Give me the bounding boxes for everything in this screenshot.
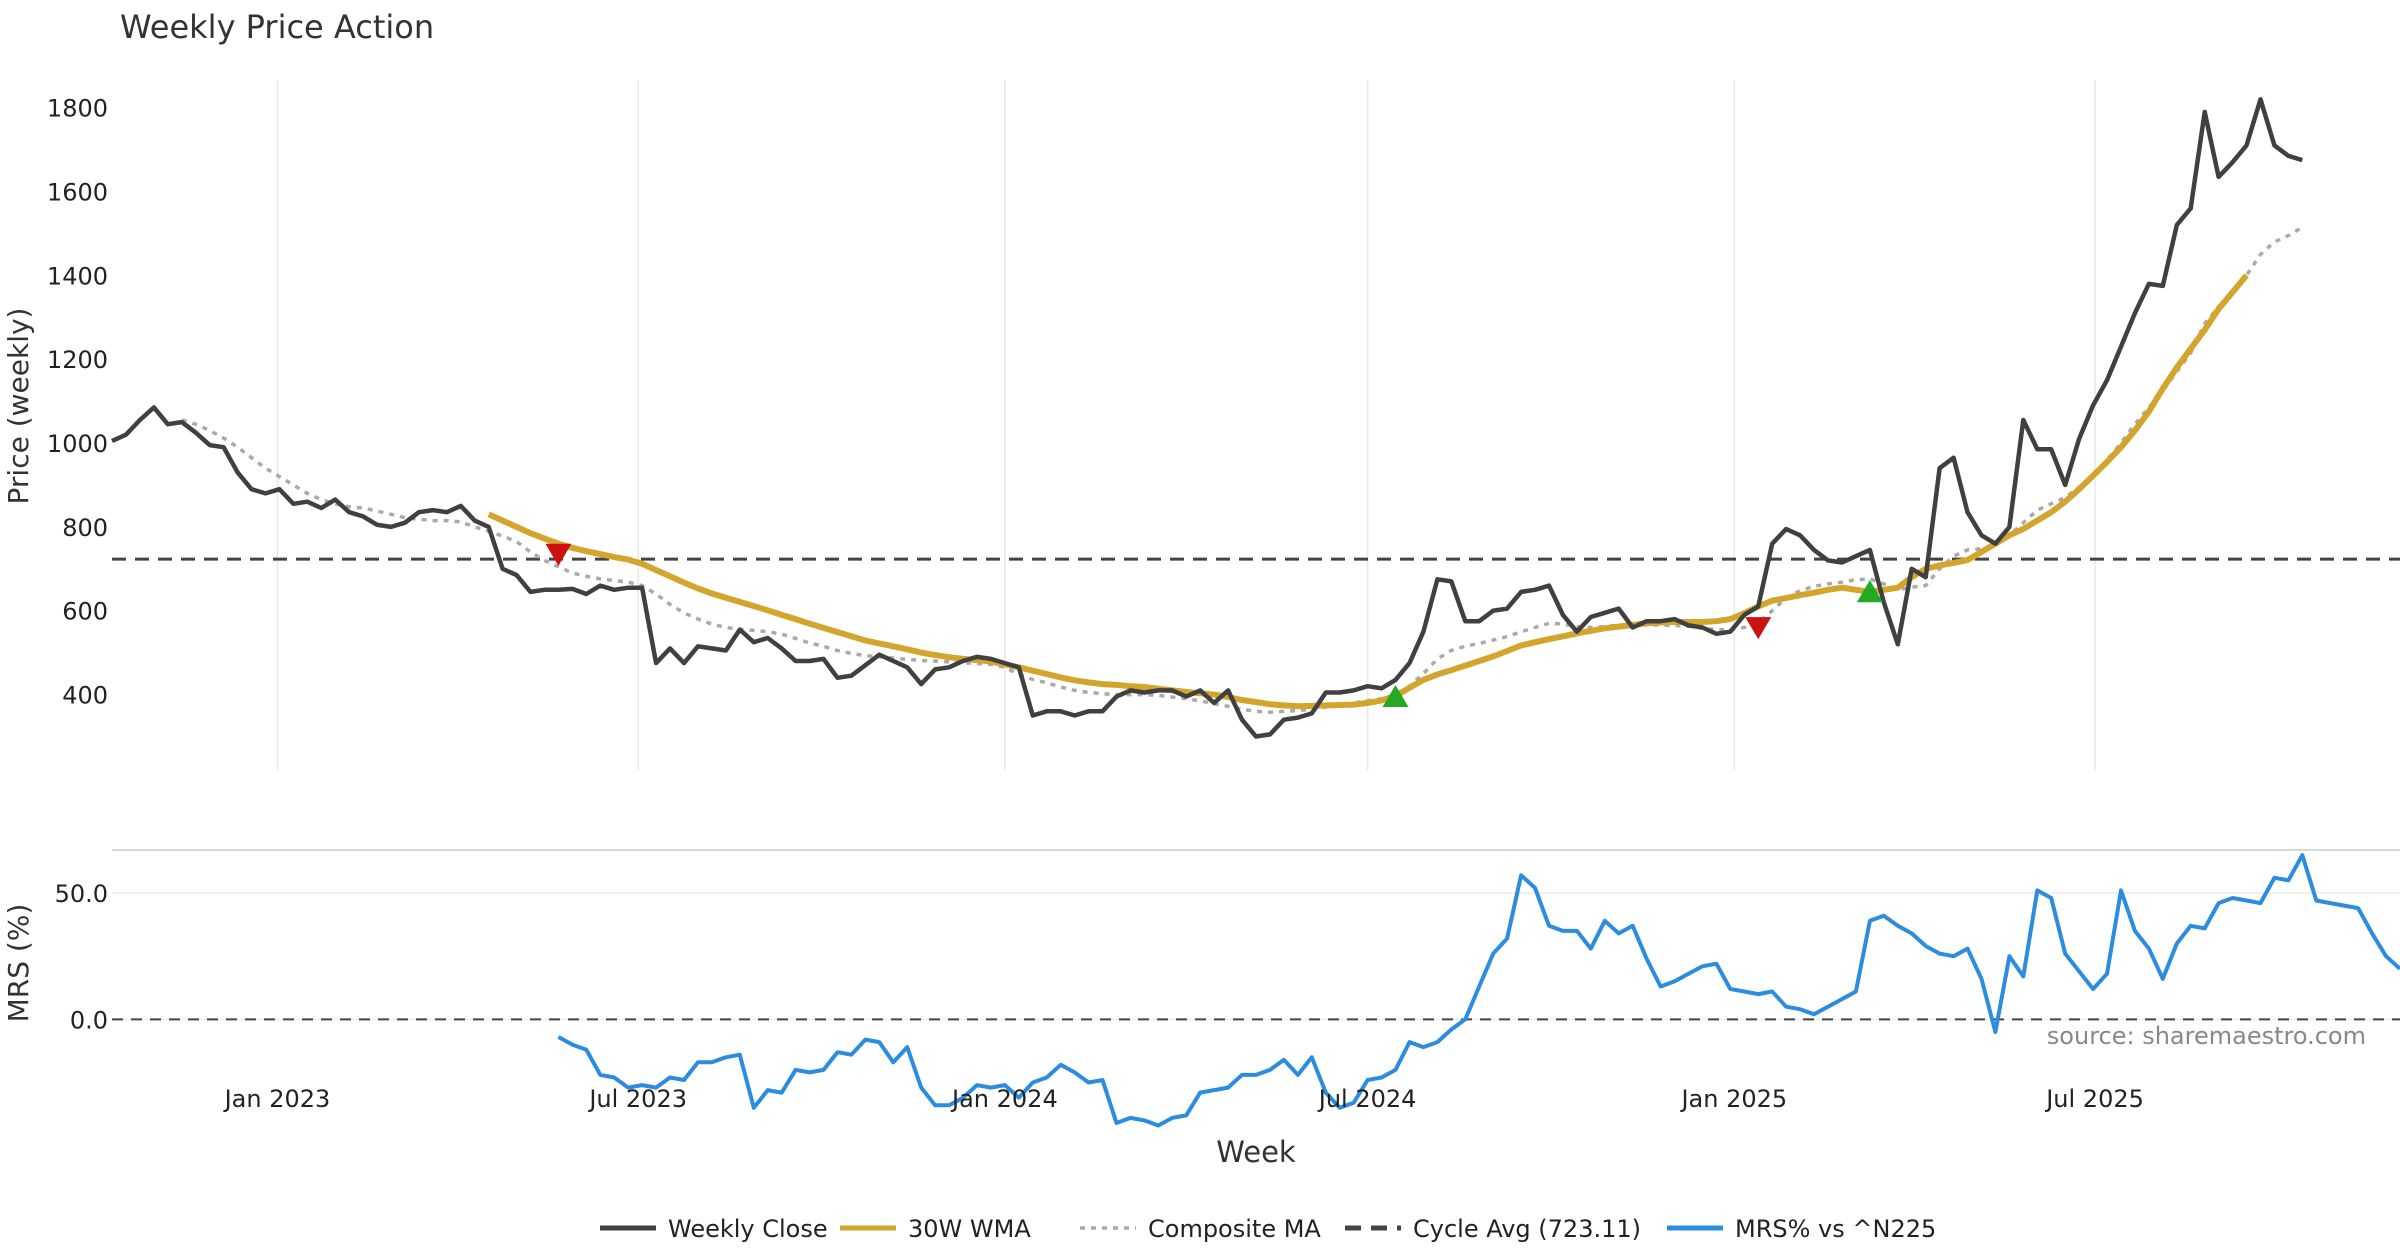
source-note: source: sharemaestro.com: [2047, 1022, 2366, 1050]
x-tick-label: Jan 2025: [1679, 1085, 1787, 1113]
legend-label: Cycle Avg (723.11): [1413, 1215, 1641, 1243]
x-axis-ticks: Jan 2023 Jul 2023 Jan 2024 Jul 2024 Jan 2025…: [223, 1085, 2144, 1113]
price-y-axis-label: Price (weekly): [2, 308, 35, 505]
price-y-tick-label: 400: [62, 682, 108, 710]
legend-label: Composite MA: [1148, 1215, 1321, 1243]
x-tick-label: Jan 2023: [223, 1085, 331, 1113]
composite-ma-line: [181, 225, 2304, 714]
price-y-tick-label: 1600: [47, 179, 108, 207]
x-tick-label: Jul 2024: [1317, 1085, 1417, 1113]
price-grid: [276, 80, 2096, 770]
buy-signal-marker: [1856, 580, 1883, 603]
price-y-tick-label: 1400: [47, 262, 108, 290]
wma-30w-line: [487, 273, 2249, 710]
mrs-y-tick-label: 0.0: [70, 1006, 108, 1034]
x-axis-label: Week: [1216, 1135, 1296, 1169]
x-tick-label: Jul 2023: [587, 1085, 687, 1113]
price-y-tick-label: 600: [62, 598, 108, 626]
legend: Weekly Close 30W WMA Composite MA Cycle Avg…: [600, 1215, 1936, 1243]
mrs-grid: [112, 892, 2400, 1021]
price-y-tick-label: 800: [62, 514, 108, 542]
legend-label: 30W WMA: [908, 1215, 1031, 1243]
x-tick-label: Jul 2025: [2044, 1085, 2144, 1113]
chart-title: Weekly Price Action: [120, 8, 434, 46]
legend-label: MRS% vs ^N225: [1735, 1215, 1936, 1243]
sell-signal-marker: [1745, 617, 1772, 640]
mrs-y-axis-label: MRS (%): [2, 904, 35, 1023]
weekly-close-line: [111, 97, 2303, 739]
signal-markers: [545, 543, 1883, 708]
mrs-y-tick-label: 50.0: [55, 880, 108, 908]
legend-label: Weekly Close: [668, 1215, 828, 1243]
x-tick-label: Jan 2024: [950, 1085, 1058, 1113]
price-y-tick-label: 1000: [47, 430, 108, 458]
mrs-y-ticks: 0.0 50.0: [55, 880, 108, 1034]
mrs-line: [557, 853, 2400, 1128]
price-y-tick-label: 1200: [47, 346, 108, 374]
price-y-ticks: 400 600 800 1000 1200 1400 1600 1800: [47, 95, 108, 710]
buy-signal-marker: [1382, 684, 1409, 708]
price-y-tick-label: 1800: [47, 95, 108, 123]
sell-signal-marker: [545, 543, 572, 566]
